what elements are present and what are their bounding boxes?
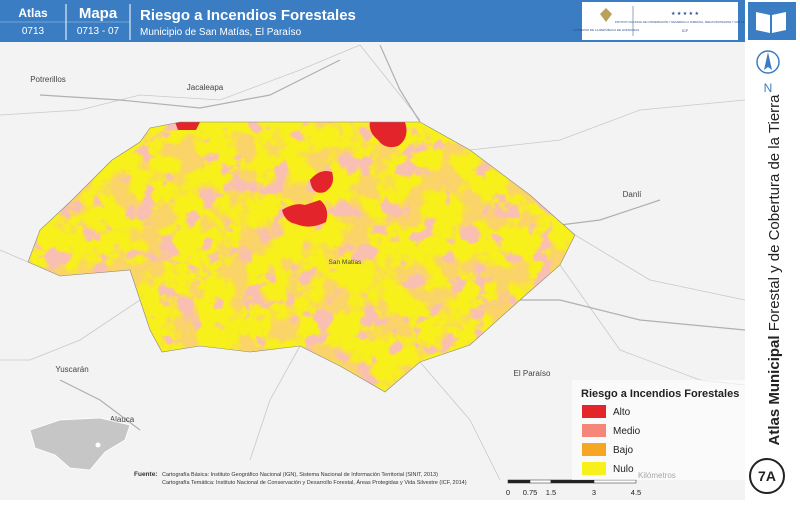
alto-area [369, 122, 407, 148]
place-label: Jacaleapa [187, 83, 224, 92]
institute-short: ICF [682, 28, 689, 33]
legend-label: Nulo [613, 464, 634, 475]
legend-title: Riesgo a Incendios Forestales [581, 388, 739, 400]
alto-area [175, 122, 200, 130]
atlas-series-title: Atlas Municipal Forestal y de Cobertura … [766, 94, 783, 446]
source-line: Cartografía Temática: Instituto Nacional… [162, 479, 467, 486]
map-subtitle: Municipio de San Matías, El Paraíso [140, 27, 302, 38]
place-label: Potrerillos [30, 75, 66, 84]
map-title: Riesgo a Incendios Forestales [140, 7, 356, 24]
place-labels: Potrerillos Jacaleapa Danlí San Matías Yusca… [30, 75, 642, 424]
legend-swatch [582, 424, 606, 437]
legend-label: Alto [613, 407, 631, 418]
series-title-bold: Atlas Municipal [766, 335, 783, 445]
map-label: Mapa [79, 5, 118, 22]
north-circle [756, 50, 780, 74]
legend-swatch [582, 443, 606, 456]
place-label: Yuscarán [55, 365, 88, 374]
north-arrow [764, 52, 772, 70]
legend: Alto Medio Bajo Nulo [582, 405, 641, 475]
municipality-outline [27, 121, 576, 393]
place-label: El Paraíso [514, 369, 551, 378]
star-row: ★ ★ ★ ★ ★ [671, 11, 699, 17]
scale-tick-label: 1.5 [546, 488, 556, 497]
government-logo-text: GOBIERNO DE LA REPÚBLICA DE HONDURAS [573, 27, 639, 32]
series-title-rest: Forestal y de Cobertura de la Tierra [766, 94, 783, 331]
atlas-code: 0713 [22, 26, 45, 37]
alto-area [310, 171, 334, 193]
scale-segment [550, 479, 595, 484]
legend-label: Medio [613, 426, 641, 437]
north-label: N [764, 81, 773, 95]
legend-swatch [582, 405, 606, 418]
scale-tick-label: 3 [592, 488, 596, 497]
map-code: 0713 - 07 [77, 26, 120, 37]
place-label: San Matías [329, 259, 363, 266]
scale-segment [507, 479, 531, 484]
coat-of-arms [600, 8, 612, 22]
scale-tick-label: 0 [506, 488, 510, 497]
scale-segment [529, 479, 552, 484]
logo-panel [582, 2, 738, 40]
place-label: Danlí [623, 190, 642, 199]
inset-map [29, 417, 131, 471]
place-label: Alauca [110, 415, 135, 424]
sidebar [745, 0, 800, 500]
book-icon [756, 12, 786, 33]
scale-tick-label: 0.75 [523, 488, 538, 497]
scale-segment [593, 479, 637, 484]
legend-label: Bajo [613, 445, 633, 456]
page-badge [749, 458, 785, 494]
source-label: Fuente: [134, 471, 157, 478]
source-line: Cartografía Básica: Instituto Geográfico… [162, 472, 438, 478]
institute-logo-text: INSTITUTO NACIONAL DE CONSERVACIÓN Y DES… [615, 19, 755, 24]
page-number: 7A [758, 468, 776, 484]
alto-area [282, 200, 328, 227]
inset-location [95, 442, 101, 448]
legend-swatch [582, 462, 606, 475]
scale-tick-label: 4.5 [631, 488, 641, 497]
atlas-label: Atlas [18, 6, 48, 20]
